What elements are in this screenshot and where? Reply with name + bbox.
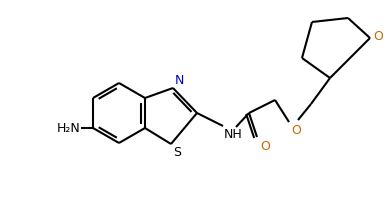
Text: H₂N: H₂N bbox=[56, 122, 80, 134]
Text: O: O bbox=[260, 140, 270, 153]
Text: S: S bbox=[173, 146, 181, 159]
Text: N: N bbox=[175, 74, 185, 87]
Text: O: O bbox=[373, 30, 383, 42]
Text: O: O bbox=[291, 124, 301, 137]
Text: NH: NH bbox=[224, 128, 243, 141]
